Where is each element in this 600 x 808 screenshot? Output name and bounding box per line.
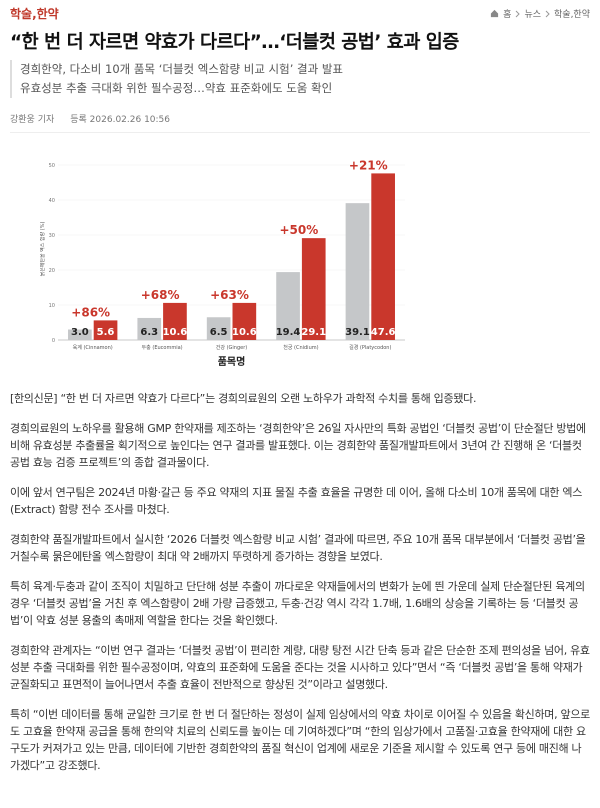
annotation: +50% — [280, 223, 319, 237]
value-label: 19.4 — [276, 327, 301, 338]
value-label: 6.5 — [210, 327, 228, 338]
chevron — [516, 10, 521, 17]
paragraph: 경희의료원의 노하우를 활용해 GMP 한약재를 제조하는 ‘경희한약’은 26… — [10, 422, 586, 469]
y-tick-label: 0 — [52, 338, 55, 344]
article-body: [한의신문] “한 번 더 자르면 약효가 다르다”는 경희의료원의 오랜 노하… — [10, 390, 590, 787]
y-tick-label: 40 — [49, 198, 55, 204]
x-tick-label: 천궁 (Cnidium) — [283, 344, 318, 351]
bar — [371, 173, 395, 340]
paragraph: 경희한약 품질개발파트에서 실시한 ‘2026 더블컷 엑스함량 비교 시험’ … — [10, 533, 586, 563]
x-axis-label: 품목명 — [218, 355, 246, 368]
section-label[interactable]: 학술,한약 — [10, 7, 59, 21]
paragraph: [한의신문] “한 번 더 자르면 약효가 다르다”는 경희의료원의 오랜 노하… — [10, 392, 477, 405]
breadcrumb-item[interactable]: 뉴스 — [524, 10, 542, 20]
bar — [206, 317, 231, 340]
value-label: 10.6 — [232, 327, 257, 338]
bar — [276, 272, 300, 340]
y-tick-label: 30 — [49, 233, 55, 239]
annotation: +21% — [349, 158, 388, 172]
breadcrumb: 홈 뉴스 학술,한약 — [490, 7, 590, 20]
breadcrumb-item[interactable]: 학술,한약 — [554, 10, 590, 20]
bar — [301, 238, 326, 340]
value-label: 6.3 — [140, 327, 158, 338]
paragraph: 특히 육계·두충과 같이 조직이 치밀하고 단단해 성분 추출이 까다로운 약재… — [10, 580, 585, 627]
value-label: 5.6 — [97, 327, 115, 338]
annotation: +68% — [141, 288, 180, 302]
value-label: 29.1 — [301, 327, 326, 338]
divider — [10, 132, 590, 133]
chart: 묽은에탄올 엑스 함량 (%) 0 10 20 30 40 50 육계 (Cinnamon) 3… — [40, 158, 405, 368]
bar — [163, 302, 187, 340]
bar — [93, 320, 118, 340]
x-tick-label: 육계 (Cinnamon) — [73, 344, 113, 351]
value-label: 10.6 — [163, 327, 188, 338]
x-tick-label: 길경 (Platycodon) — [349, 344, 391, 351]
y-tick-label: 20 — [49, 268, 55, 274]
home-icon — [491, 9, 499, 18]
bar — [68, 329, 92, 340]
author: 강환웅 기자 — [10, 115, 55, 125]
subtitle-box: 경희한약, 다소비 10개 품목 ‘더블컷 엑스함량 비교 시험’ 결과 발표 … — [10, 60, 600, 98]
y-tick-label: 10 — [49, 303, 55, 309]
bar — [232, 302, 257, 340]
bar — [137, 317, 162, 340]
byline: 강환웅 기자 등록 2026.02.26 10:56 — [10, 112, 170, 125]
chevron — [545, 10, 550, 17]
paragraph: 이에 앞서 연구팀은 2024년 마황·갈근 등 주요 약재의 지표 물질 추출… — [10, 486, 583, 516]
paragraph: 경희한약 관계자는 “이번 연구 결과는 ‘더블컷 공법’이 편리한 계량, 대… — [10, 644, 590, 691]
paragraph: 특히 “이번 데이터를 통해 균일한 크기로 한 번 더 절단하는 정성이 실제… — [10, 708, 590, 772]
value-label: 3.0 — [71, 327, 89, 338]
breadcrumb-item[interactable]: 홈 — [503, 10, 512, 20]
x-tick-label: 두충 (Eucommia) — [142, 344, 183, 351]
value-label: 39.1 — [345, 327, 370, 338]
date: 등록 2026.02.26 10:56 — [70, 115, 171, 125]
value-label: 47.6 — [371, 327, 396, 338]
y-tick-label: 50 — [49, 163, 55, 169]
annotation: +86% — [71, 305, 110, 319]
subtitle: 유효성분 추출 극대화 위한 필수공정…약효 표준화에도 도움 확인 — [20, 81, 333, 95]
x-tick-label: 건강 (Ginger) — [216, 344, 247, 351]
bar — [345, 203, 370, 340]
y-axis-label: 묽은에탄올 엑스 함량 (%) — [40, 222, 46, 277]
annotation: +63% — [210, 288, 249, 302]
headline: “한 번 더 자르면 약효가 다르다”…‘더블컷 공법’ 효과 입증 — [10, 32, 459, 53]
subtitle: 경희한약, 다소비 10개 품목 ‘더블컷 엑스함량 비교 시험’ 결과 발표 — [20, 62, 343, 76]
